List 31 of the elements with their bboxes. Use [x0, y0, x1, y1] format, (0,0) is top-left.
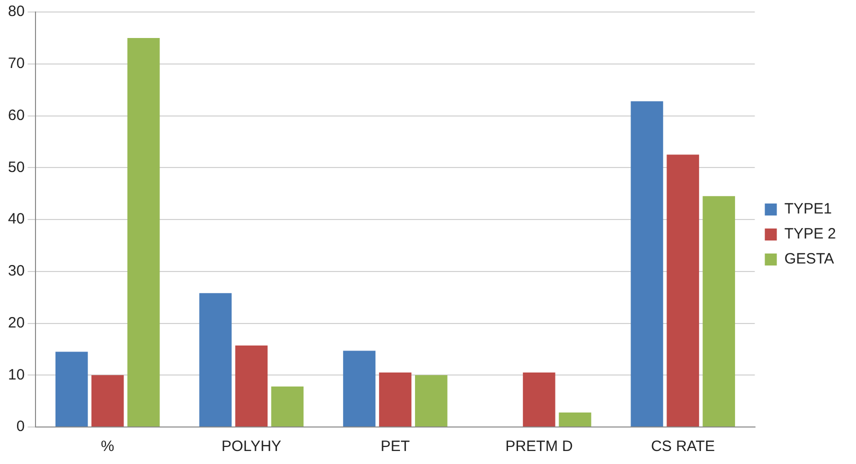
- y-tick-label: 30: [8, 262, 25, 280]
- legend-label: GESTA: [784, 250, 834, 268]
- bar: [522, 372, 556, 426]
- x-tick-label: POLYHY: [222, 438, 282, 456]
- y-tick-label: 80: [8, 3, 25, 20]
- bar: [91, 375, 124, 426]
- bar: [666, 154, 700, 426]
- y-tick-label: 0: [16, 418, 25, 436]
- bar: [415, 375, 448, 426]
- y-tick-label: 40: [8, 210, 25, 228]
- legend-label: TYPE 2: [784, 226, 836, 243]
- bar: [379, 372, 412, 426]
- bar: [55, 352, 88, 426]
- x-tick-label: CS RATE: [650, 438, 715, 456]
- bar: [343, 350, 376, 426]
- y-tick-label: 60: [8, 106, 25, 124]
- y-tick-label: 50: [8, 158, 25, 176]
- x-tick-label: PRETM D: [505, 438, 573, 456]
- y-tick-label: 10: [8, 366, 25, 384]
- bar: [271, 386, 304, 426]
- x-tick-label: %: [100, 438, 114, 456]
- bar: [558, 412, 592, 426]
- y-tick-label: 70: [8, 55, 25, 72]
- x-tick-label: PET: [380, 438, 410, 456]
- y-tick-label: 20: [8, 314, 25, 332]
- bar: [630, 101, 664, 426]
- bar: [235, 346, 268, 426]
- bar: [199, 293, 232, 426]
- bar: [702, 196, 736, 426]
- bar: [127, 38, 160, 426]
- legend-label: TYPE1: [784, 200, 832, 218]
